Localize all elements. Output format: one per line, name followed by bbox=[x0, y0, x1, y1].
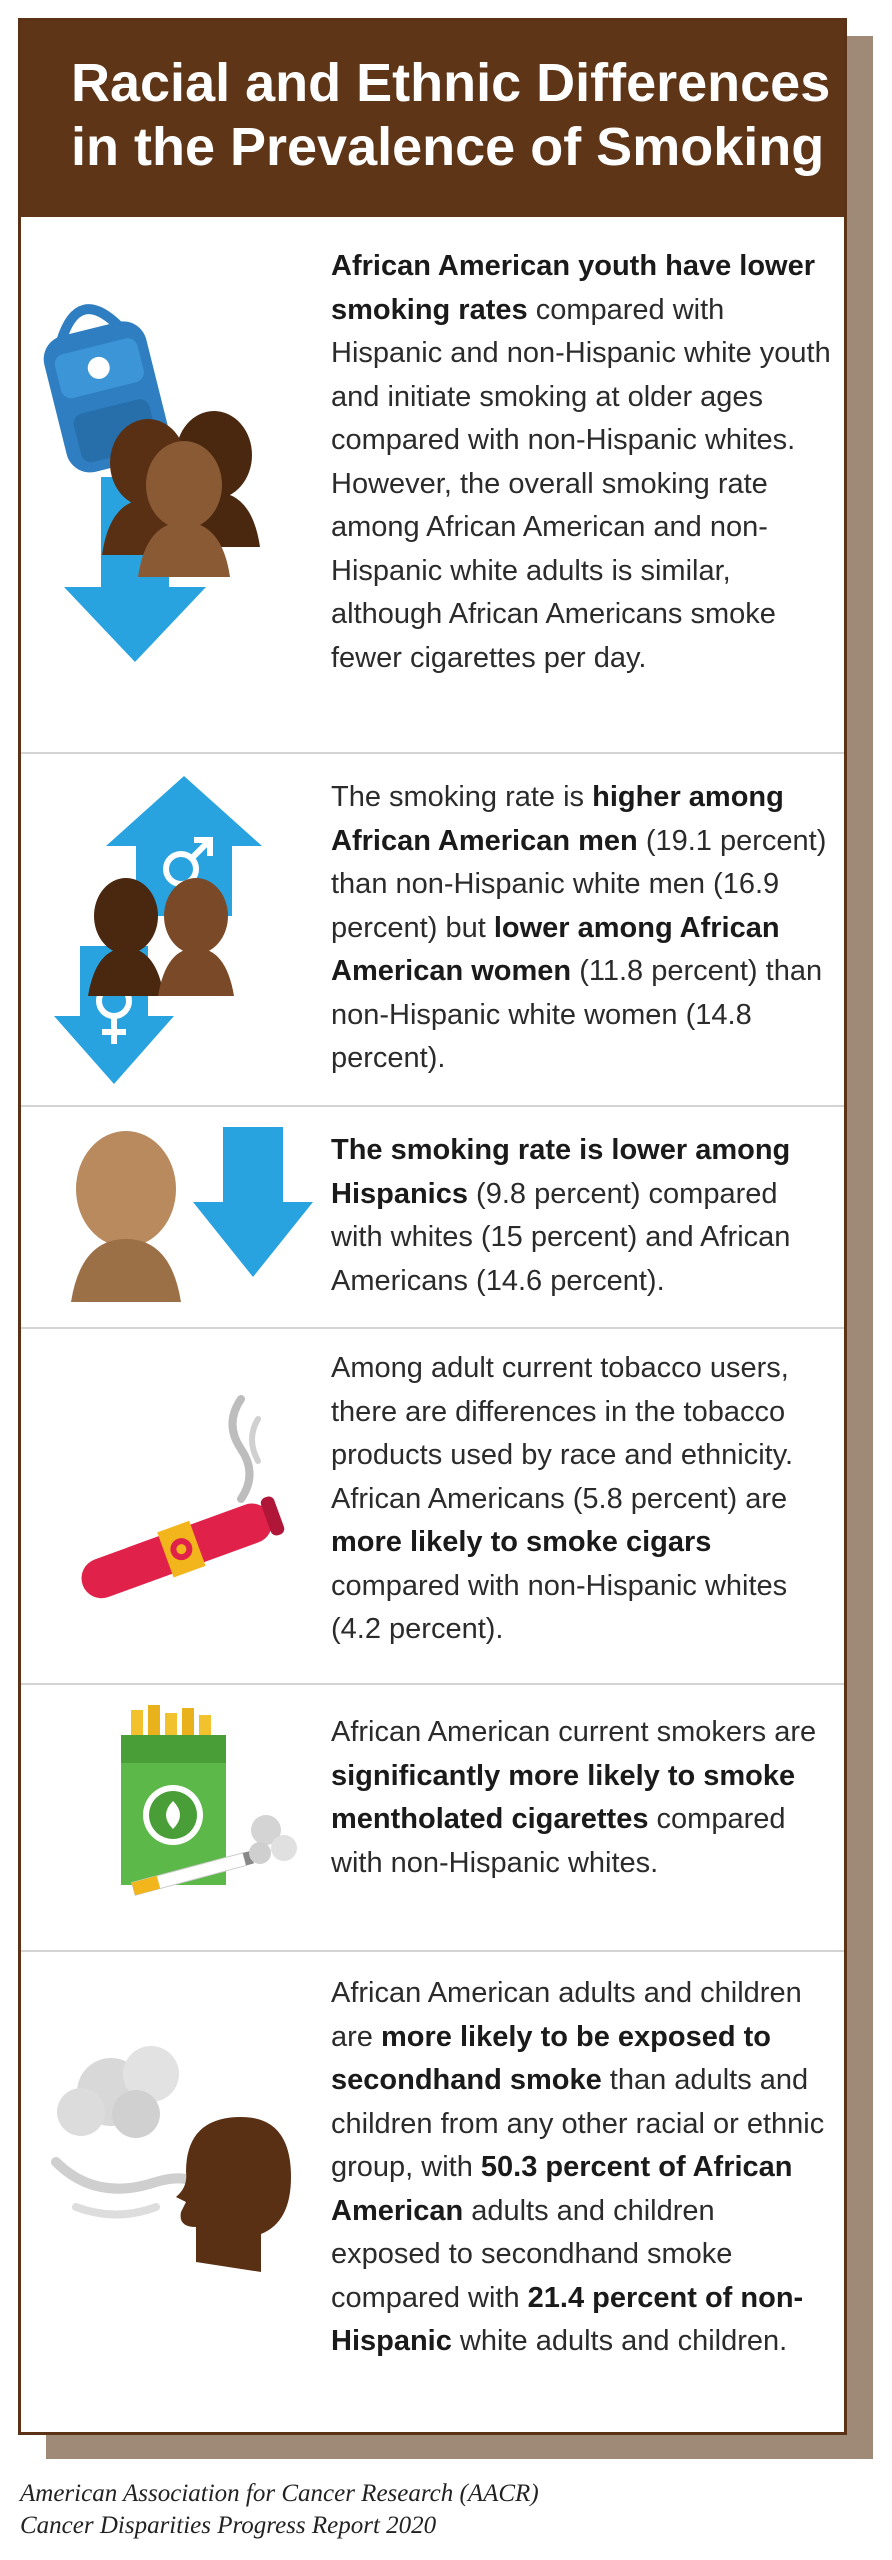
gender-arrows-icon bbox=[54, 776, 262, 1084]
section-2-text: The smoking rate is higher among African… bbox=[331, 776, 831, 1081]
title-line-1: Racial and Ethnic Differences bbox=[71, 53, 831, 113]
section-1-bold-1: African American youth have lower smokin… bbox=[331, 250, 816, 326]
section-4-text-1: Among adult current tobacco users, there… bbox=[331, 1352, 794, 1515]
section-6-text-1: African American adults and children are bbox=[331, 1977, 802, 2053]
youth-backpack-down-arrow-icon bbox=[43, 304, 260, 662]
page-title: Racial and Ethnic Differences in the Pre… bbox=[71, 51, 831, 179]
section-6-text-3: adults and children exposed to secondhan… bbox=[331, 2194, 733, 2314]
section-5-text: African American current smokers are sig… bbox=[331, 1711, 831, 1885]
caption-line-1: American Association for Cancer Research… bbox=[20, 2480, 539, 2507]
section-2-text-3: (11.8 percent) than non-Hispanic white w… bbox=[331, 955, 823, 1074]
source-caption: American Association for Cancer Research… bbox=[20, 2478, 539, 2542]
hispanic-down-arrow-icon bbox=[71, 1127, 313, 1302]
section-6-bold-2: 50.3 percent of African American bbox=[331, 2151, 793, 2227]
section-2-bold-1: higher among African American men bbox=[331, 781, 784, 857]
secondhand-smoke-head-icon bbox=[51, 2046, 291, 2272]
section-2-bold-2: lower among African American women bbox=[331, 911, 780, 988]
section-3-bold-1: The smoking rate is lower among Hispanic… bbox=[331, 1134, 791, 1210]
section-2-text-2: (19.1 percent) than non-Hispanic white m… bbox=[331, 824, 827, 944]
section-youth: African American youth have lower smokin… bbox=[21, 217, 844, 754]
infographic-card: Racial and Ethnic Differences in the Pre… bbox=[18, 18, 847, 2435]
section-1-text-2: compared with Hispanic and non-Hispanic … bbox=[331, 293, 831, 674]
section-3-text: The smoking rate is lower among Hispanic… bbox=[331, 1129, 831, 1303]
section-6-bold-1: more likely to be exposed to secondhand … bbox=[331, 2020, 771, 2097]
section-4-bold-1: more likely to smoke cigars bbox=[331, 1526, 712, 1558]
section-5-text-2: compared with non-Hispanic whites. bbox=[331, 1803, 786, 1879]
section-2-text-1: The smoking rate is bbox=[331, 781, 593, 813]
caption-line-2: Cancer Disparities Progress Report 2020 bbox=[20, 2512, 437, 2539]
section-6-bold-3: 21.4 percent of non-Hispanic bbox=[331, 2281, 804, 2358]
section-secondhand-smoke: African American adults and children are… bbox=[21, 1952, 844, 2432]
section-6-text-2: than adults and children from any other … bbox=[331, 2064, 825, 2183]
cigar-icon bbox=[81, 1395, 285, 1599]
section-cigars: Among adult current tobacco users, there… bbox=[21, 1329, 844, 1685]
section-6-text: African American adults and children are… bbox=[331, 1972, 831, 2364]
section-gender: The smoking rate is higher among African… bbox=[21, 754, 844, 1107]
section-4-text-2: compared with non-Hispanic whites (4.2 p… bbox=[331, 1569, 788, 1646]
section-5-bold-1: significantly more likely to smoke menth… bbox=[331, 1759, 796, 1836]
section-hispanic: The smoking rate is lower among Hispanic… bbox=[21, 1107, 844, 1329]
title-line-2: in the Prevalence of Smoking bbox=[71, 117, 825, 177]
section-6-text-4: white adults and children. bbox=[451, 2325, 788, 2357]
section-3-text-1: (9.8 percent) compared with whites (15 p… bbox=[331, 1177, 791, 1297]
title-banner: Racial and Ethnic Differences in the Pre… bbox=[21, 21, 844, 217]
section-5-text-1: African American current smokers are bbox=[331, 1716, 817, 1748]
section-4-text: Among adult current tobacco users, there… bbox=[331, 1347, 831, 1652]
section-menthol: African American current smokers are sig… bbox=[21, 1685, 844, 1952]
menthol-cigarette-pack-icon bbox=[121, 1705, 297, 1896]
section-1-text: African American youth have lower smokin… bbox=[331, 245, 831, 680]
